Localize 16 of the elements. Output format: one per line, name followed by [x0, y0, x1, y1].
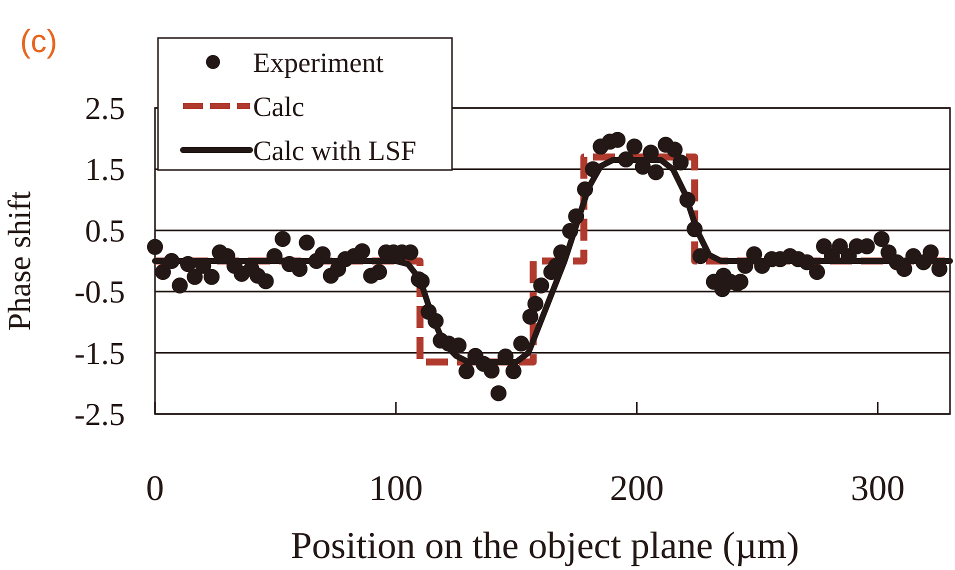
legend-label: Experiment: [253, 48, 384, 79]
x-tick-label: 300: [850, 468, 905, 508]
y-tick-label: -0.5: [74, 274, 125, 310]
x-tick-label: 0: [146, 468, 164, 508]
x-tick-label: 100: [368, 468, 423, 508]
x-tick-label: 200: [610, 468, 664, 508]
y-tick-label: 1.5: [85, 151, 125, 188]
y-tick-label: 2.5: [85, 90, 125, 126]
x-axis-title: Position on the object plane (µm): [290, 525, 800, 567]
y-tick-label: -1.5: [74, 334, 125, 371]
legend-label: Calc: [253, 92, 304, 123]
y-tick-label: -2.5: [74, 396, 125, 432]
chart-title: (c): [20, 23, 58, 59]
y-tick-label: 0.5: [85, 212, 125, 248]
y-axis-title: Phase shift: [1, 191, 37, 331]
legend-label: Calc with LSF: [253, 136, 416, 167]
